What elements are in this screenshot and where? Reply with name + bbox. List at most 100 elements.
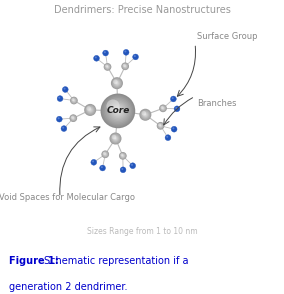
Circle shape [72,117,74,119]
Circle shape [158,123,161,126]
Circle shape [106,65,109,69]
Circle shape [124,65,126,67]
Circle shape [172,127,174,129]
Circle shape [87,107,93,113]
Circle shape [141,111,146,116]
Circle shape [111,104,125,118]
Circle shape [175,107,177,109]
Circle shape [174,106,180,112]
Circle shape [121,154,124,157]
Circle shape [157,122,164,129]
Circle shape [159,104,167,112]
Circle shape [105,64,110,69]
Circle shape [111,134,120,143]
Circle shape [114,106,122,115]
Circle shape [106,66,108,68]
Circle shape [105,154,106,155]
Circle shape [103,152,106,155]
Text: Surface Group: Surface Group [197,32,258,41]
Circle shape [114,80,120,86]
Circle shape [161,106,165,111]
Circle shape [131,164,133,166]
Circle shape [112,136,118,141]
Circle shape [171,126,177,132]
Circle shape [120,153,126,159]
Circle shape [134,55,136,57]
Circle shape [141,110,150,119]
Circle shape [161,106,165,110]
Circle shape [102,151,108,158]
Text: generation 2 dendrimer.: generation 2 dendrimer. [9,282,127,292]
Text: Figure 1:: Figure 1: [9,256,58,266]
Circle shape [120,167,126,173]
Circle shape [130,163,135,168]
Circle shape [73,100,75,101]
Circle shape [113,79,121,87]
Circle shape [140,109,151,120]
Circle shape [71,116,76,121]
Circle shape [71,116,74,119]
Circle shape [106,66,109,68]
Circle shape [142,111,149,118]
Circle shape [105,98,131,124]
Circle shape [124,65,127,68]
Circle shape [101,166,103,168]
Circle shape [116,109,119,112]
Circle shape [119,152,127,160]
Circle shape [166,136,168,138]
Circle shape [115,138,116,139]
Circle shape [123,49,129,55]
Circle shape [113,136,118,141]
Circle shape [57,116,62,122]
Circle shape [105,64,110,70]
Circle shape [104,64,111,70]
Circle shape [102,151,108,157]
Circle shape [103,152,108,157]
Circle shape [62,87,68,92]
Circle shape [70,115,76,121]
Circle shape [110,133,121,144]
Circle shape [122,63,129,70]
Circle shape [104,153,107,156]
Circle shape [109,102,127,120]
Circle shape [86,106,91,111]
Circle shape [62,127,64,129]
Text: Schematic representation if a: Schematic representation if a [44,256,189,266]
Circle shape [71,116,75,120]
Circle shape [106,99,130,123]
Circle shape [91,159,97,165]
Text: Dendrimers: Precise Nanostructures: Dendrimers: Precise Nanostructures [54,5,230,15]
Circle shape [123,64,126,67]
Circle shape [104,51,106,53]
Circle shape [115,81,119,86]
Circle shape [122,64,128,69]
Circle shape [165,135,171,141]
Circle shape [160,106,166,111]
Circle shape [103,96,132,125]
Circle shape [120,153,123,156]
Circle shape [162,107,164,109]
Circle shape [122,155,123,156]
Circle shape [144,113,147,116]
Circle shape [170,96,176,102]
Circle shape [104,153,106,155]
Circle shape [69,114,77,122]
Circle shape [112,79,122,88]
Circle shape [115,108,121,114]
Circle shape [105,64,108,67]
Circle shape [101,93,135,128]
Circle shape [111,77,123,89]
Circle shape [121,62,129,70]
Circle shape [72,98,76,103]
Circle shape [72,99,75,102]
Circle shape [72,98,76,102]
Circle shape [101,151,109,158]
Circle shape [120,153,125,158]
Circle shape [64,88,66,90]
Circle shape [160,105,166,112]
Circle shape [58,97,60,99]
Circle shape [160,125,161,126]
Circle shape [57,96,63,101]
Circle shape [86,106,94,114]
Circle shape [133,54,139,60]
